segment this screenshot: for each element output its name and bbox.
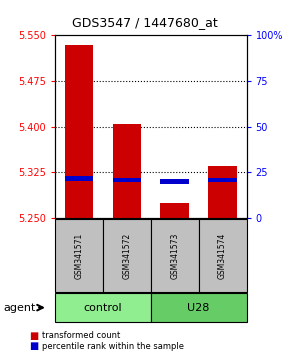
Text: GDS3547 / 1447680_at: GDS3547 / 1447680_at xyxy=(72,17,218,29)
Text: agent: agent xyxy=(3,303,35,313)
Bar xyxy=(65,45,93,218)
Bar xyxy=(113,124,141,218)
Text: ■: ■ xyxy=(29,341,38,351)
Text: transformed count: transformed count xyxy=(42,331,120,340)
Text: GSM341571: GSM341571 xyxy=(75,233,84,279)
Text: GSM341574: GSM341574 xyxy=(218,233,227,279)
Text: GSM341572: GSM341572 xyxy=(122,233,131,279)
Text: percentile rank within the sample: percentile rank within the sample xyxy=(42,342,184,351)
Text: U28: U28 xyxy=(187,303,210,313)
Text: control: control xyxy=(84,303,122,313)
Bar xyxy=(160,202,189,218)
Bar xyxy=(208,178,237,182)
Bar xyxy=(113,178,141,182)
Bar xyxy=(160,179,189,184)
Text: ■: ■ xyxy=(29,331,38,341)
Bar xyxy=(65,176,93,181)
Text: GSM341573: GSM341573 xyxy=(170,233,179,279)
Bar xyxy=(208,166,237,218)
